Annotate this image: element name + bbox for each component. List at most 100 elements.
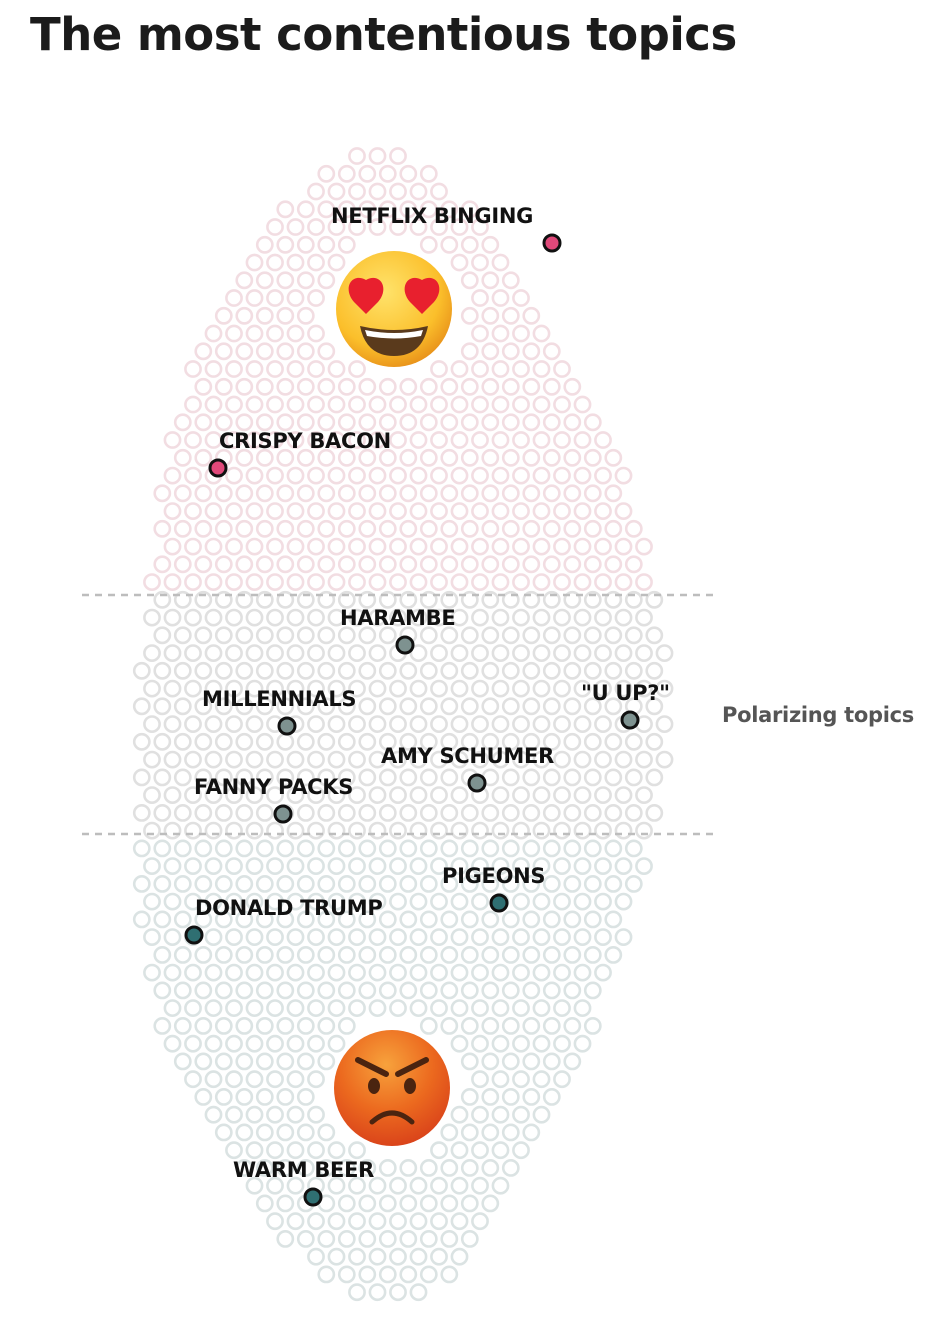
background-dot — [635, 786, 653, 804]
point-warm-beer[interactable] — [303, 1187, 323, 1207]
background-dot — [594, 892, 612, 911]
background-dot — [245, 963, 264, 982]
point-millennials[interactable] — [277, 716, 297, 736]
background-dot — [225, 999, 243, 1017]
background-dot — [255, 271, 274, 290]
background-dot — [225, 1141, 243, 1160]
background-dot — [522, 661, 541, 680]
background-dot — [276, 484, 295, 503]
background-dot — [296, 448, 315, 467]
background-dot — [132, 804, 151, 822]
background-dot — [173, 555, 192, 574]
point-u-up[interactable] — [620, 710, 640, 730]
background-dot — [143, 715, 161, 733]
background-dot — [614, 928, 633, 946]
point-donald-trump[interactable] — [184, 925, 204, 945]
point-harambe[interactable] — [395, 635, 415, 655]
background-dot — [184, 821, 202, 840]
background-dot — [286, 644, 305, 662]
background-dot — [460, 1159, 479, 1177]
background-dot — [389, 218, 407, 236]
point-crispy-bacon[interactable] — [208, 458, 228, 478]
background-dot — [460, 271, 479, 290]
background-dot — [173, 875, 192, 893]
point-label-fanny-packs: FANNY PACKS — [194, 775, 353, 799]
point-pigeons[interactable] — [489, 893, 509, 913]
point-amy-schumer[interactable] — [467, 773, 487, 793]
background-dot — [491, 786, 510, 804]
point-fanny-packs[interactable] — [273, 804, 293, 824]
background-dot — [450, 1034, 469, 1053]
background-dot — [368, 182, 387, 201]
background-dot — [440, 1123, 459, 1142]
background-dot — [143, 786, 161, 804]
background-dot — [327, 431, 346, 449]
background-dot — [481, 484, 500, 503]
background-dot — [481, 235, 500, 254]
point-netflix-binging[interactable] — [542, 233, 562, 253]
background-dot — [532, 466, 551, 485]
background-dot — [337, 164, 356, 183]
background-dot — [501, 946, 520, 964]
background-dot — [358, 732, 377, 751]
background-dot — [225, 1105, 243, 1124]
background-dot — [553, 963, 571, 982]
background-dot — [225, 892, 243, 911]
background-dot — [389, 608, 407, 627]
background-dot — [276, 1017, 295, 1035]
background-dot — [532, 857, 551, 875]
background-dot — [337, 200, 356, 219]
background-dot — [378, 448, 397, 467]
background-dot — [481, 946, 500, 964]
background-dot — [204, 1070, 223, 1089]
background-dot — [512, 715, 530, 733]
background-dot — [645, 732, 664, 751]
background-dot — [430, 431, 448, 449]
background-dot — [491, 395, 510, 414]
background-dot — [204, 431, 223, 449]
background-dot — [553, 928, 571, 946]
background-dot — [235, 804, 254, 822]
background-dot — [389, 466, 407, 485]
background-dot — [337, 981, 356, 1000]
background-dot — [348, 218, 366, 236]
background-dot — [440, 910, 459, 929]
background-dot — [399, 1159, 418, 1177]
background-dot — [255, 839, 274, 858]
topic-points: NETFLIX BINGING CRISPY BACON HARAMBE MILLEN… — [184, 204, 670, 1207]
background-dot — [583, 768, 602, 787]
background-dot — [327, 360, 346, 378]
background-dot — [225, 466, 243, 485]
background-dot — [163, 821, 182, 840]
background-dot — [604, 839, 623, 858]
background-dot — [307, 324, 325, 343]
background-dot — [430, 821, 448, 840]
background-dot — [440, 1159, 459, 1177]
background-dot — [532, 750, 551, 769]
background-dot — [491, 1034, 510, 1053]
background-dot — [225, 821, 243, 840]
background-dot — [337, 448, 356, 467]
background-dot — [184, 466, 202, 485]
polarizing-topics-label: Polarizing topics — [722, 703, 914, 727]
background-dot — [337, 626, 356, 645]
background-dot — [460, 981, 479, 1000]
background-dot — [419, 164, 438, 183]
background-dot — [563, 448, 582, 467]
background-dot — [501, 555, 520, 574]
background-dot — [512, 821, 530, 840]
background-dot — [194, 519, 213, 538]
background-dot — [501, 981, 520, 1000]
background-dot — [245, 466, 264, 485]
background-dot — [204, 750, 223, 769]
background-dot — [512, 324, 530, 343]
background-dot — [440, 519, 459, 538]
background-dot — [399, 981, 418, 1000]
background-dot — [563, 626, 582, 645]
background-dot — [471, 395, 489, 414]
background-dot — [481, 1159, 500, 1177]
background-dot — [327, 1034, 346, 1053]
background-dot — [389, 573, 407, 591]
background-dot — [317, 626, 336, 645]
background-dot — [450, 1247, 469, 1266]
